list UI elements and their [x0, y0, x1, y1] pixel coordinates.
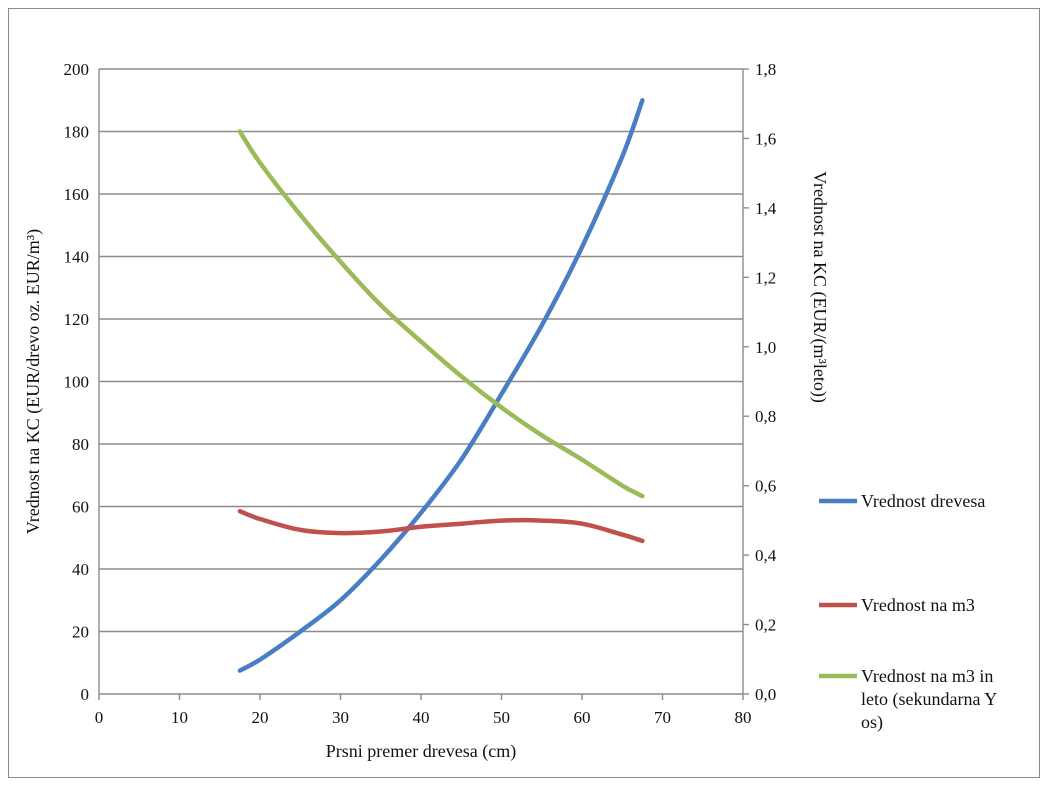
series-line-vrednost-drevesa: [237, 98, 645, 673]
x-tick-label: 0: [95, 708, 104, 727]
y-tick-label: 180: [64, 123, 90, 142]
y-tick-label: 200: [64, 60, 90, 79]
y2-tick-label: 1,8: [755, 60, 776, 79]
y-tick-label: 60: [72, 498, 89, 517]
legend-label-vrednost-na-m3-in-leto: Vrednost na m3 in: [861, 666, 993, 686]
x-tick-label: 60: [574, 708, 591, 727]
x-tick-label: 20: [252, 708, 269, 727]
series-line-vrednost-na-m3-in-leto: [237, 129, 645, 499]
x-tick-label: 50: [493, 708, 510, 727]
y-tick-label: 80: [72, 435, 89, 454]
x-tick-label: 80: [735, 708, 752, 727]
y-tick-label: 100: [64, 373, 90, 392]
y2-axis-title: Vrednost na KC (EUR/(m³leto)): [809, 171, 830, 403]
x-tick-label: 70: [654, 708, 671, 727]
y2-tick-label: 1,6: [755, 129, 776, 148]
x-tick-label: 10: [171, 708, 188, 727]
x-tick-label: 40: [413, 708, 430, 727]
y-tick-label: 0: [81, 685, 90, 704]
chart-frame: 0 20 40 60 80 100 120 140 160 180 200 0,0 0,2 0,4 0,6 0…: [8, 8, 1040, 778]
y-tick-label: 160: [64, 185, 90, 204]
y-tick-label: 120: [64, 310, 90, 329]
y2-tick-label: 0,0: [755, 685, 776, 704]
legend-label-vrednost-drevesa: Vrednost drevesa: [861, 491, 985, 511]
x-axis-title: Prsni premer drevesa (cm): [326, 741, 516, 762]
legend-label-vrednost-na-m3: Vrednost na m3: [861, 595, 975, 615]
legend-label-vrednost-na-m3-in-leto: os): [861, 712, 883, 733]
y-tick-label: 140: [64, 248, 90, 267]
y2-tick-label: 0,8: [755, 407, 776, 426]
y2-tick-label: 0,4: [755, 546, 777, 565]
x-tick-label: 30: [332, 708, 349, 727]
legend-label-vrednost-na-m3-in-leto: leto (sekundarna Y: [861, 689, 997, 710]
y-tick-label: 40: [72, 560, 89, 579]
y2-tick-label: 0,2: [755, 616, 776, 635]
y-tick-label: 20: [72, 623, 89, 642]
y2-tick-label: 1,2: [755, 268, 776, 287]
y2-tick-label: 1,0: [755, 338, 776, 357]
y-axis-title: Vrednost na KC (EUR/drevo oz. EUR/m³): [23, 229, 44, 534]
line-chart: 0204060801001201401601802000,00,20,40,60…: [23, 60, 997, 762]
y2-tick-label: 0,6: [755, 477, 776, 496]
y2-tick-label: 1,4: [755, 199, 777, 218]
legend: Vrednost drevesa Vrednost na m3 Vrednost n…: [819, 491, 997, 733]
series-line-vrednost-na-m3: [237, 508, 645, 544]
